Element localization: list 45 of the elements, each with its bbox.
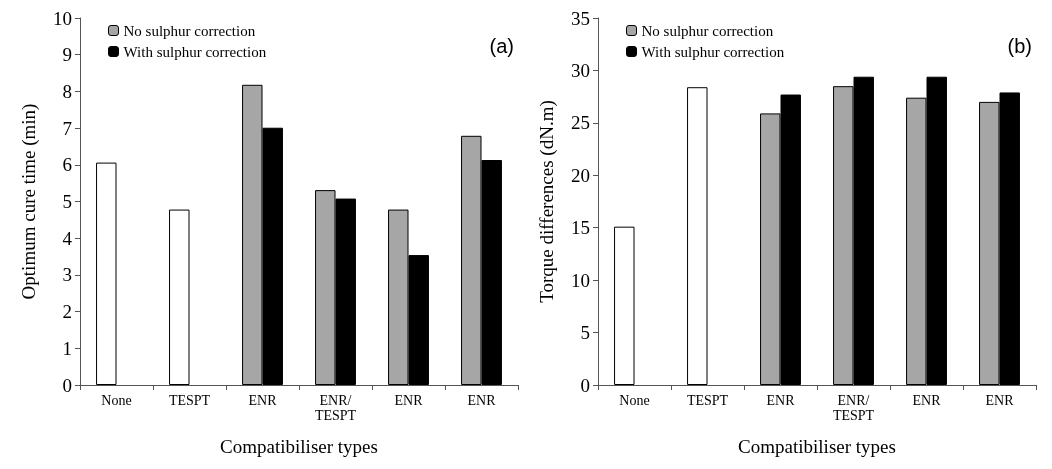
y-tick-label: 2 bbox=[62, 301, 72, 323]
legend-label: With sulphur correction bbox=[641, 43, 785, 60]
y-axis-title: Torque differences (dN.m) bbox=[536, 100, 558, 303]
y-tick-label: 1 bbox=[62, 337, 72, 359]
y-tick-label: 30 bbox=[571, 59, 590, 81]
y-tick-label: 6 bbox=[62, 154, 72, 176]
annotation: (b) bbox=[1007, 35, 1033, 57]
y-tick-label: 10 bbox=[571, 269, 590, 291]
y-tick-label: 5 bbox=[580, 322, 590, 344]
y-tick-label: 35 bbox=[571, 7, 590, 29]
bar bbox=[169, 209, 190, 385]
y-tick-label: 20 bbox=[571, 164, 590, 186]
y-tick-label: 0 bbox=[580, 374, 590, 396]
legend-label: With sulphur correction bbox=[123, 43, 267, 60]
x-axis-title: Compatibiliser types bbox=[738, 436, 896, 457]
y-tick-label: 15 bbox=[571, 217, 590, 239]
x-axis-title: Compatibiliser types bbox=[220, 436, 378, 457]
x-tick-label: ENR bbox=[394, 393, 424, 408]
y-tick-label: 8 bbox=[62, 80, 72, 102]
y-tick-label: 9 bbox=[62, 44, 72, 66]
annotation: (a) bbox=[489, 35, 515, 57]
x-tick-label: ENR bbox=[912, 393, 942, 408]
y-tick-label: 3 bbox=[62, 264, 72, 286]
x-tick-label: ENR/TESPT bbox=[832, 393, 875, 423]
x-tick-label: ENR bbox=[248, 393, 278, 408]
y-tick-label: 25 bbox=[571, 112, 590, 134]
x-tick-label: None bbox=[619, 393, 650, 408]
x-tick-label: ENR bbox=[985, 393, 1015, 408]
legend-label: No sulphur correction bbox=[641, 22, 774, 39]
legend-label: No sulphur correction bbox=[123, 22, 256, 39]
bar bbox=[96, 162, 117, 385]
y-tick-label: 10 bbox=[53, 7, 72, 29]
x-tick-label: ENR bbox=[467, 393, 497, 408]
bar bbox=[614, 226, 635, 385]
y-axis-title: Optimum cure time (min) bbox=[18, 103, 40, 300]
y-tick-label: 5 bbox=[62, 191, 72, 212]
x-tick-label: None bbox=[101, 393, 132, 408]
x-tick-label: ENR bbox=[766, 393, 796, 408]
y-tick-label: 4 bbox=[62, 227, 73, 249]
x-tick-label: ENR/TESPT bbox=[314, 393, 357, 423]
x-tick-label: TESPT bbox=[168, 393, 211, 408]
y-tick-label: 0 bbox=[62, 374, 72, 396]
x-tick-label: TESPT bbox=[686, 393, 729, 408]
y-tick-label: 7 bbox=[62, 117, 72, 139]
bar bbox=[687, 87, 708, 385]
